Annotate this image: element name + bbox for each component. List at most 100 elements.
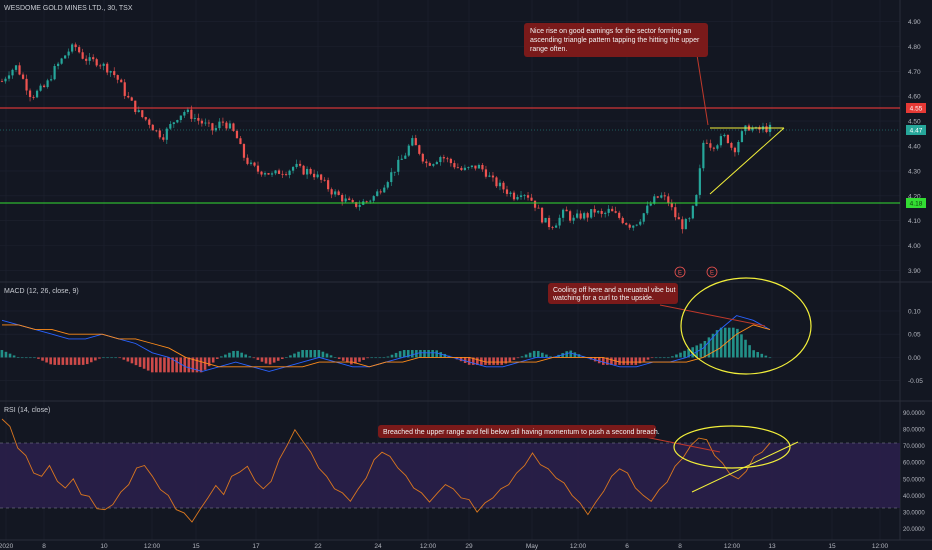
candle-body: [130, 97, 133, 101]
macd-histogram-bar: [573, 352, 577, 358]
annotation-connector: [644, 436, 721, 453]
macd-histogram-bar: [764, 355, 768, 358]
candle-body: [242, 144, 246, 158]
macd-histogram-bar: [634, 357, 638, 365]
candle-body: [200, 120, 203, 124]
rsi-tick-label: 30.0000: [903, 511, 925, 517]
rsi-tick-label: 70.0000: [903, 444, 925, 450]
candle-body: [663, 195, 666, 197]
annotation-box: [548, 283, 678, 304]
candle-body: [646, 205, 649, 214]
earnings-marker-2[interactable]: E: [706, 266, 718, 278]
macd-histogram-bar: [435, 350, 438, 358]
macd-histogram-bar: [126, 357, 130, 362]
candle-body: [320, 174, 323, 180]
macd-histogram-bar: [740, 334, 743, 358]
annotation-line: Cooling off here and a neuatral vibe but: [553, 287, 676, 294]
rsi-tick-label: 60.0000: [903, 461, 925, 467]
candle-body: [653, 196, 656, 204]
macd-histogram-bar: [691, 347, 694, 358]
candle-body: [355, 202, 358, 207]
macd-histogram-bar: [264, 357, 268, 364]
macd-histogram-bar: [699, 343, 703, 358]
macd-histogram-bar: [354, 357, 357, 364]
macd-histogram-bar: [24, 357, 28, 359]
macd-histogram-bar: [748, 345, 751, 358]
macd-histogram-bar: [65, 357, 69, 365]
candle-body: [530, 197, 533, 201]
candle-body: [372, 196, 375, 201]
candle-body: [235, 130, 239, 139]
macd-histogram-bar: [370, 357, 373, 359]
date-tick-label: 15: [828, 543, 836, 550]
candle-body: [407, 145, 410, 156]
macd-highlight-ellipse[interactable]: [680, 277, 812, 375]
candle-body: [71, 44, 74, 52]
candle-body: [618, 212, 621, 218]
macd-histogram-bar: [301, 350, 304, 358]
chart-title: WESDOME GOLD MINES LTD., 30, TSX: [4, 5, 133, 12]
macd-histogram-bar: [171, 357, 174, 373]
candle-body: [600, 211, 603, 214]
price-tick-label: 4.00: [908, 243, 921, 250]
macd-histogram-bar: [736, 328, 739, 358]
annotation-macd-note[interactable]: Cooling off here and a neuatral vibe but…: [548, 283, 766, 327]
candle-body: [4, 78, 7, 82]
macd-histogram-bar: [471, 357, 475, 365]
date-tick-label: 22: [314, 543, 322, 550]
macd-histogram-bar: [675, 354, 678, 358]
date-tick-label: 8: [42, 543, 46, 550]
candle-body: [232, 123, 235, 131]
candle-body: [123, 82, 126, 96]
macd-histogram-bar: [561, 353, 564, 358]
date-tick-label: 29: [465, 543, 473, 550]
candle-body: [688, 218, 691, 220]
candle-body: [284, 174, 288, 176]
candle-body: [544, 217, 547, 223]
candle-body: [18, 65, 21, 75]
candle-body: [439, 157, 442, 163]
candle-body: [267, 173, 270, 175]
candle-body: [57, 63, 60, 67]
macd-histogram-bar: [679, 352, 682, 358]
candle-body: [579, 213, 582, 219]
macd-histogram-bar: [390, 354, 394, 358]
ascending-triangle[interactable]: [709, 127, 785, 195]
candle-body: [21, 74, 25, 79]
macd-histogram-bar: [207, 357, 211, 367]
annotation-price-note[interactable]: Nice rise on good earnings for the secto…: [524, 23, 709, 126]
macd-histogram-bar: [333, 357, 337, 358]
macd-histogram-bar: [81, 357, 85, 365]
macd-histogram-bar: [134, 357, 138, 366]
macd-histogram-bar: [293, 353, 296, 358]
candle-body: [495, 177, 498, 187]
candle-body: [95, 59, 98, 66]
rsi-highlight-ellipse[interactable]: [673, 425, 791, 469]
earnings-marker-label: E: [710, 271, 714, 277]
macd-histogram: [0, 327, 772, 373]
candle-body: [298, 163, 302, 166]
candle-body: [211, 123, 214, 131]
macd-histogram-bar: [516, 357, 520, 359]
macd-histogram-bar: [130, 357, 134, 364]
rsi-trend-line[interactable]: [691, 441, 799, 493]
macd-histogram-bar: [45, 357, 48, 363]
macd-histogram-bar: [77, 357, 81, 365]
candle-body: [418, 145, 421, 154]
candle-body: [39, 85, 42, 91]
macd-histogram-bar: [671, 356, 674, 358]
candle-body: [586, 213, 589, 218]
macd-histogram-bar: [744, 339, 747, 358]
candle-body: [723, 134, 726, 137]
candle-body: [179, 115, 182, 121]
candle-body: [81, 52, 84, 59]
earnings-marker-1[interactable]: E: [674, 266, 686, 278]
candle-body: [7, 75, 11, 79]
candle-body: [442, 157, 445, 159]
macd-histogram-bar: [289, 355, 292, 358]
candle-body: [740, 131, 744, 142]
annotation-rsi-note[interactable]: Breached the upper range and fell below …: [378, 425, 721, 453]
candle-body: [295, 163, 298, 168]
candle-body: [274, 170, 277, 174]
candle-body: [330, 189, 333, 195]
